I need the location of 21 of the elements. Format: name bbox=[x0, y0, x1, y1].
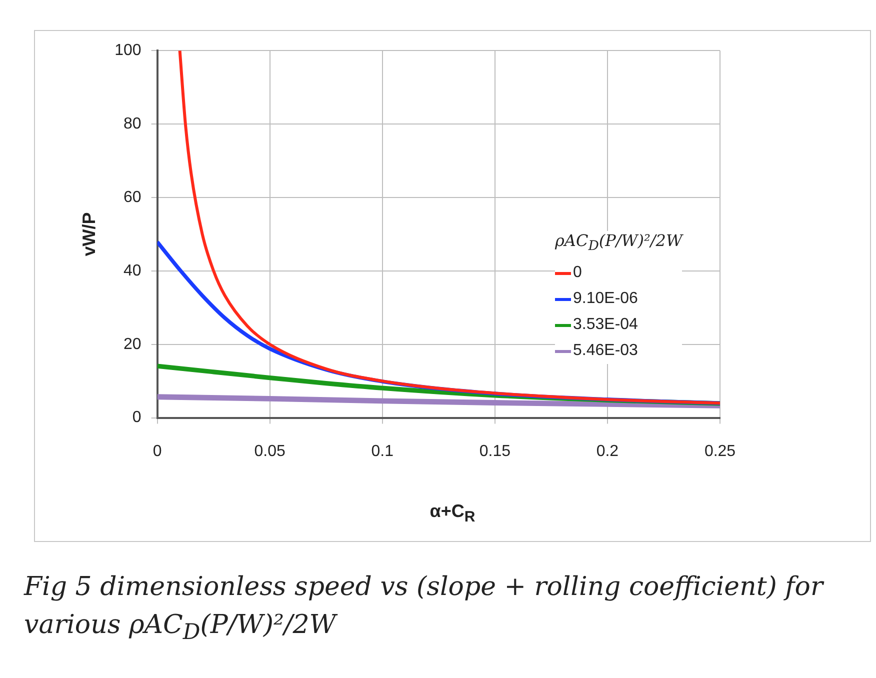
line-series bbox=[178, 50, 720, 405]
y-tick-label: 20 bbox=[124, 336, 142, 353]
y-tick-label: 0 bbox=[132, 409, 142, 426]
x-axis-title: α+C$_{R}$ bbox=[428, 501, 476, 526]
x-tick-label: 0.25 bbox=[704, 442, 736, 460]
legend-title: ρAC$_{D}$(P/W)²/2W bbox=[555, 231, 682, 254]
x-tick-label: 0 bbox=[152, 442, 162, 460]
legend-label: 5.46E-03 bbox=[573, 342, 638, 360]
y-axis-title: vW/P bbox=[78, 212, 99, 256]
legend-label: 9.10E-06 bbox=[573, 290, 638, 308]
x-tick-label: 0.2 bbox=[596, 442, 619, 460]
y-tick-label: 80 bbox=[124, 115, 142, 132]
x-tick-label: 0.15 bbox=[479, 442, 511, 460]
x-tick-label: 0.1 bbox=[371, 442, 394, 460]
legend-label: 0 bbox=[573, 264, 582, 282]
legend-label: 3.53E-04 bbox=[573, 316, 638, 334]
caption: Fig 5 dimensionless speed vs (slope + rolling coefficient) for various ρAC$_{D}$(P/W)²/2W bbox=[24, 571, 826, 648]
x-tick-label: 0.05 bbox=[254, 442, 286, 460]
y-tick-label: 60 bbox=[124, 188, 142, 206]
y-tick-label: 40 bbox=[124, 262, 142, 280]
y-tick-label: 100 bbox=[114, 42, 142, 60]
